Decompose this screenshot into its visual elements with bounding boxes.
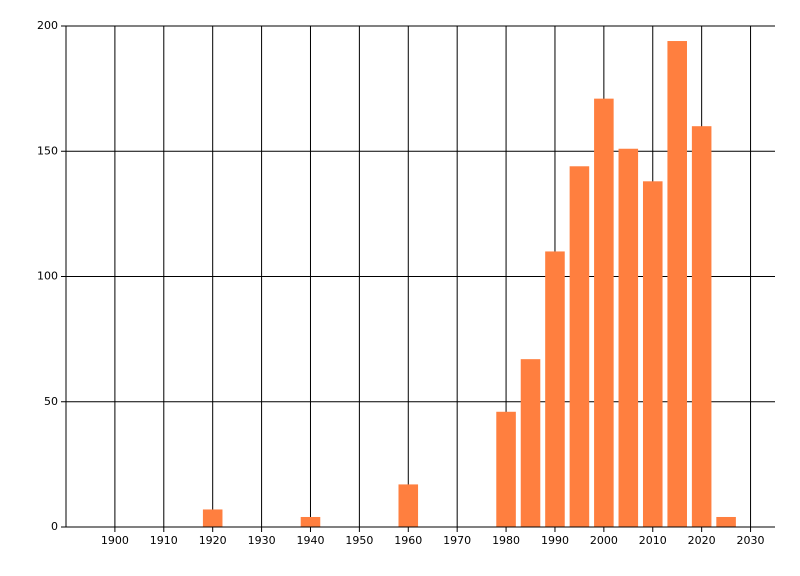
bar (569, 166, 590, 527)
x-tick-label: 2020 (688, 534, 716, 547)
bar (520, 359, 541, 527)
bar (594, 98, 614, 528)
bar (545, 251, 565, 527)
x-tick-label: 1910 (150, 534, 178, 547)
bar (496, 411, 516, 527)
x-tick-label: 1900 (101, 534, 129, 547)
bar (618, 148, 639, 527)
bar (642, 181, 663, 527)
x-tick-label: 1920 (199, 534, 227, 547)
bar (667, 41, 687, 527)
y-tick-label: 200 (37, 19, 58, 32)
x-tick-label: 1960 (394, 534, 422, 547)
bar (202, 509, 223, 527)
y-tick-label: 50 (44, 395, 58, 408)
bar (398, 484, 419, 527)
bar (716, 516, 736, 527)
bar (691, 126, 712, 527)
x-tick-label: 1970 (443, 534, 471, 547)
y-tick-label: 100 (37, 270, 58, 283)
y-tick-label: 0 (51, 520, 58, 533)
bar (300, 516, 321, 527)
x-tick-label: 1990 (541, 534, 569, 547)
x-tick-label: 1930 (248, 534, 276, 547)
x-tick-label: 1940 (296, 534, 324, 547)
x-tick-label: 1950 (345, 534, 373, 547)
x-tick-label: 2030 (737, 534, 765, 547)
x-tick-label: 2000 (590, 534, 618, 547)
x-tick-label: 2010 (639, 534, 667, 547)
y-tick-label: 150 (37, 144, 58, 157)
x-tick-label: 1980 (492, 534, 520, 547)
